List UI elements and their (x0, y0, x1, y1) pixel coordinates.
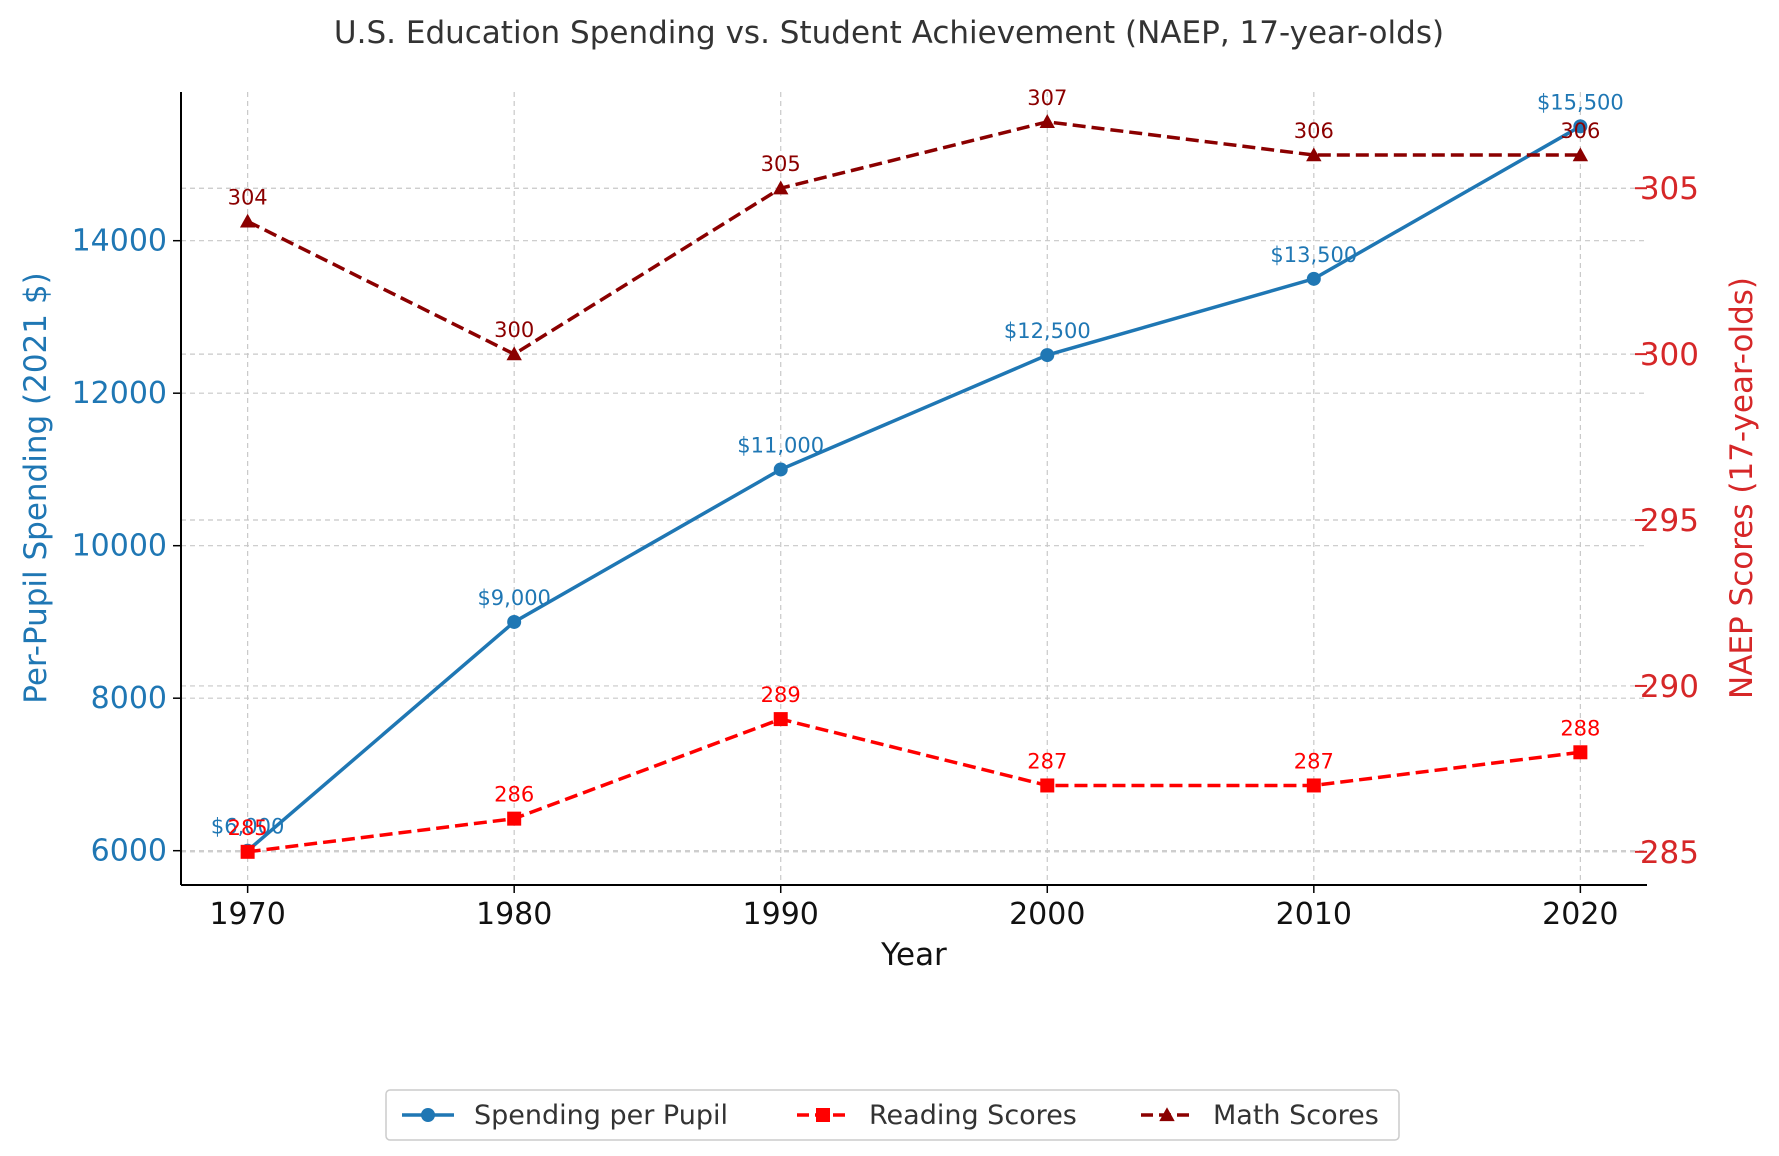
legend-swatch-marker (816, 1108, 830, 1122)
data-label-math: 307 (1027, 86, 1067, 110)
left-y-tick-label: 10000 (72, 529, 167, 564)
data-label-math: 304 (228, 185, 268, 209)
x-axis-ticks: 1970 1980 1990 2000 2010 2020 (209, 885, 1619, 932)
data-label-reading: 285 (228, 816, 268, 840)
legend-swatch-marker (1159, 1107, 1175, 1122)
x-tick-label: 2020 (1542, 897, 1618, 932)
left-y-tick-label: 8000 (91, 681, 167, 716)
data-label-reading: 289 (761, 683, 801, 707)
data-label-spending: $12,500 (1004, 319, 1091, 343)
x-tick-label: 1970 (209, 897, 285, 932)
legend-item-spending: Spending per Pupil (402, 1100, 728, 1131)
data-point-spending (773, 462, 788, 477)
data-point-math (1572, 147, 1589, 162)
data-label-math: 306 (1560, 119, 1600, 143)
right-y-tick-label: 305 (1640, 171, 1699, 207)
x-tick-label: 1980 (476, 897, 552, 932)
data-point-reading (1306, 778, 1321, 793)
data-label-spending: $13,500 (1270, 243, 1357, 267)
data-point-math (1306, 147, 1322, 162)
data-point-spending (1573, 119, 1588, 134)
legend-label: Spending per Pupil (474, 1100, 728, 1131)
series-layer: $6,000 $9,000 $11,000 $12,500 $13,500 $15,500… (211, 86, 1624, 859)
data-label-spending: $9,000 (477, 586, 550, 610)
data-point-spending (1040, 348, 1055, 363)
x-axis-label: Year (880, 937, 947, 973)
x-tick-label: 1990 (743, 897, 819, 932)
right-y-tick-label: 295 (1640, 503, 1699, 539)
right-y-axis-ticks: 285 290 295 300 305 (1635, 171, 1699, 871)
series-line-math (246, 120, 1581, 357)
data-point-reading (1040, 778, 1055, 793)
left-y-axis-label: Per-Pupil Spending (2021 $) (18, 272, 54, 703)
legend-label: Reading Scores (869, 1100, 1077, 1131)
right-y-axis-label: NAEP Scores (17-year-olds) (1724, 277, 1760, 699)
data-point-math (239, 213, 256, 228)
x-tick-label: 2010 (1276, 897, 1352, 932)
x-tick-label: 2000 (1009, 897, 1085, 932)
legend-swatch-marker (421, 1108, 435, 1122)
series-math: 304 300 305 307 306 306 (228, 86, 1600, 361)
legend: Spending per Pupil Reading Scores Math Sco… (385, 1089, 1400, 1141)
data-point-spending (1306, 271, 1321, 286)
data-point-reading (773, 712, 788, 727)
data-label-spending: $6,000 (211, 815, 284, 839)
data-point-math (773, 180, 789, 195)
data-point-reading (240, 844, 255, 859)
data-label-math: 300 (494, 318, 534, 342)
chart-title: U.S. Education Spending vs. Student Achi… (334, 15, 1444, 51)
data-point-math (1039, 114, 1055, 129)
data-point-math (506, 346, 522, 361)
left-y-axis-ticks: 6000 8000 10000 12000 14000 (72, 224, 181, 869)
series-reading: 285 286 289 287 287 288 (228, 683, 1600, 859)
left-y-tick-label: 6000 (91, 834, 167, 869)
data-point-reading (1573, 745, 1588, 760)
data-label-math: 305 (761, 152, 801, 176)
legend-label: Math Scores (1213, 1100, 1379, 1131)
series-line-reading (247, 717, 1581, 854)
right-y-tick-label: 300 (1640, 337, 1699, 373)
series-line-spending (246, 124, 1582, 853)
data-label-reading: 287 (1027, 749, 1067, 773)
series-spending: $6,000 $9,000 $11,000 $12,500 $13,500 $15,500 (211, 90, 1624, 858)
right-y-tick-label: 290 (1640, 669, 1699, 705)
data-label-spending: $15,500 (1537, 90, 1624, 114)
data-point-spending (507, 614, 522, 629)
left-y-tick-label: 14000 (72, 224, 167, 259)
data-label-math: 306 (1294, 119, 1334, 143)
legend-item-math: Math Scores (1141, 1100, 1379, 1131)
right-y-tick-label: 285 (1640, 835, 1699, 871)
grid-lines (181, 92, 1647, 885)
legend-item-reading: Reading Scores (797, 1100, 1077, 1131)
data-point-reading (507, 811, 522, 826)
legend-box (385, 1089, 1400, 1141)
data-label-reading: 287 (1294, 749, 1334, 773)
data-label-reading: 288 (1560, 716, 1600, 740)
data-label-reading: 286 (494, 783, 534, 807)
left-y-tick-label: 12000 (72, 376, 167, 411)
data-label-spending: $11,000 (737, 433, 824, 457)
